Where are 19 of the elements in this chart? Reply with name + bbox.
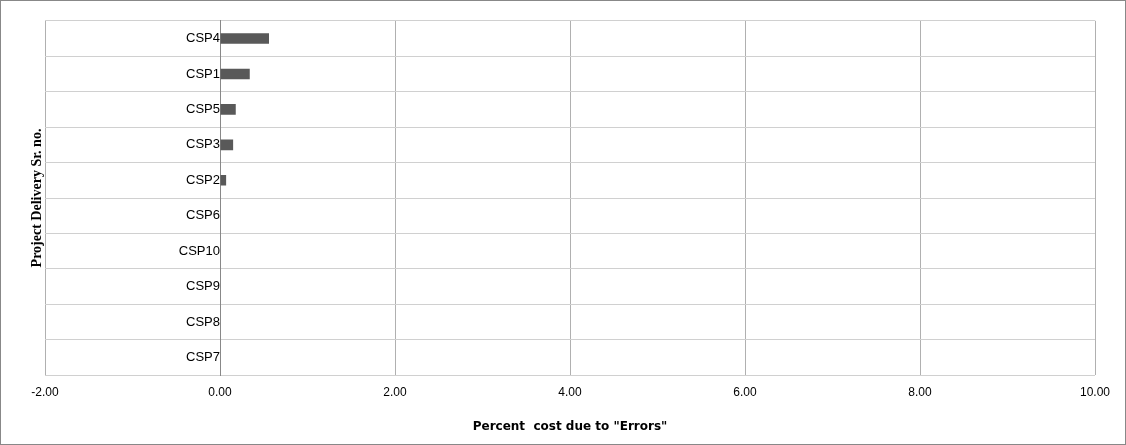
y-tick-label: CSP3 bbox=[186, 136, 220, 152]
y-axis-title: Project Delivery Sr. no. bbox=[28, 128, 44, 268]
y-tick-label: CSP9 bbox=[186, 278, 220, 294]
y-tick-label: CSP6 bbox=[186, 207, 220, 223]
y-tick-label: CSP5 bbox=[186, 100, 220, 116]
y-tick-label: CSP1 bbox=[186, 65, 220, 81]
y-tick-label: CSP4 bbox=[186, 30, 220, 46]
y-tick-label: CSP10 bbox=[178, 242, 220, 258]
x-axis-title: Percent cost due to "Errors" bbox=[472, 418, 668, 433]
x-tick-label: 10.00 bbox=[1079, 384, 1111, 399]
x-tick-label: 0.00 bbox=[208, 384, 232, 399]
y-tick-label: CSP7 bbox=[186, 349, 220, 365]
x-tick-label: 8.00 bbox=[908, 384, 932, 399]
x-tick-label: 2.00 bbox=[383, 384, 407, 399]
x-tick-label: -2.00 bbox=[31, 384, 59, 399]
x-tick-label: 6.00 bbox=[733, 384, 757, 399]
y-tick-label: CSP8 bbox=[186, 313, 220, 329]
x-tick-label: 4.00 bbox=[558, 384, 582, 399]
y-tick-label: CSP2 bbox=[186, 171, 220, 187]
